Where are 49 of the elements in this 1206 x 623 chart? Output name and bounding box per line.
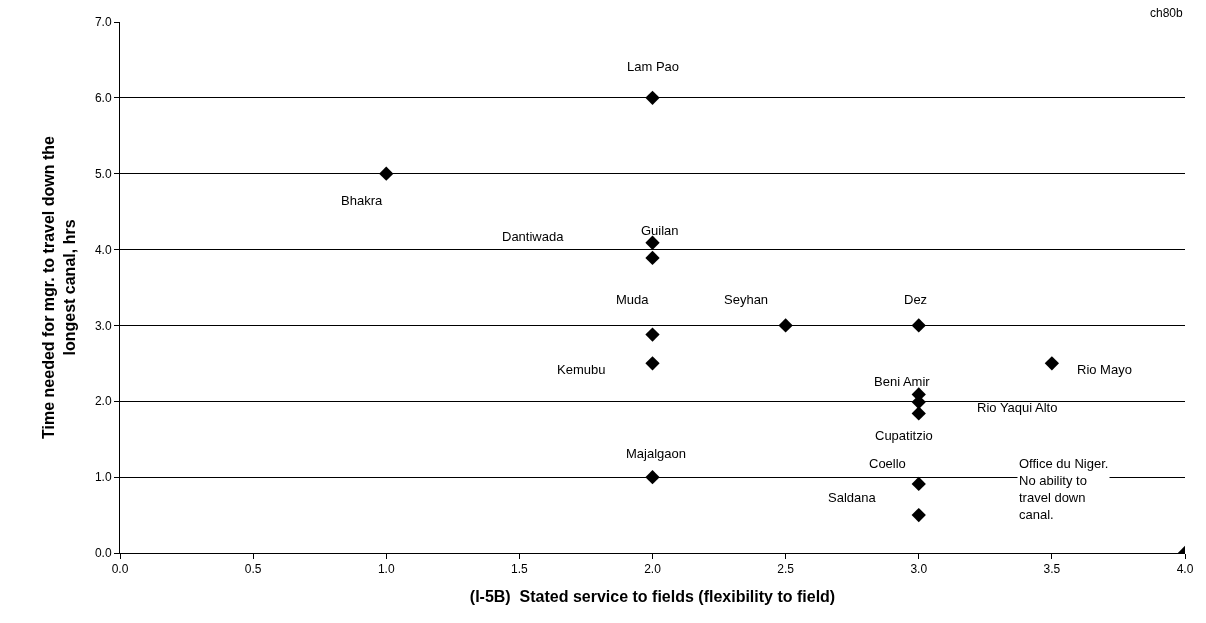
y-tick-label: 5.0 — [94, 166, 112, 181]
x-tick-label: 0.0 — [111, 562, 129, 577]
annotation: Rio Mayo — [1077, 362, 1132, 377]
point — [645, 469, 660, 485]
annotation: Guilan — [641, 223, 679, 238]
y-tick-label: 6.0 — [94, 91, 112, 106]
point — [645, 235, 660, 250]
annotation: Muda — [616, 292, 650, 307]
x-tick-label: 2.5 — [777, 562, 795, 577]
point — [1044, 356, 1060, 371]
x-tick-label: 2.0 — [644, 562, 662, 577]
point — [911, 476, 926, 492]
annotation: Dez — [904, 292, 928, 307]
point — [379, 166, 394, 181]
text: ch80b — [1150, 6, 1184, 20]
point — [911, 507, 926, 523]
point — [911, 406, 926, 421]
x-tick-label: 3.0 — [910, 562, 928, 577]
annotation: Kemubu — [557, 362, 606, 377]
y-tick-label: 0.0 — [94, 546, 112, 561]
point — [645, 250, 660, 266]
annotation: Cupatitzio — [875, 428, 933, 443]
annotation: Office du Niger. No ability to travel down canal. — [1019, 456, 1109, 522]
x-tick-label: 1.0 — [377, 562, 395, 577]
x-tick-label: 3.5 — [1043, 562, 1061, 577]
point — [778, 318, 793, 333]
annotation: Majalgaon — [626, 446, 686, 461]
point — [911, 318, 926, 333]
annotation: Dantiwada — [502, 229, 565, 244]
annotation: Rio Yaqui Alto — [977, 400, 1058, 415]
x-tick-label: 1.5 — [511, 562, 529, 577]
x-tick-label: 4.0 — [1176, 562, 1194, 577]
x-axis-title: (I-5B) Stated service to fields (flexibility to field) — [469, 588, 836, 606]
annotation: Beni Amir — [874, 374, 931, 389]
y-tick-label: 7.0 — [94, 15, 112, 30]
annotation: Seyhan — [724, 292, 769, 307]
annotation: Coello — [869, 456, 906, 471]
point — [645, 327, 660, 342]
annotation: Bhakra — [341, 193, 383, 208]
y-tick-label: 4.0 — [94, 242, 112, 257]
point — [645, 356, 660, 371]
x-tick-label: 0.5 — [244, 562, 262, 577]
annotation: Saldana — [828, 490, 877, 505]
y-tick-label: 2.0 — [94, 394, 112, 409]
y-tick-label: 3.0 — [94, 318, 112, 333]
y-axis-title: Time needed for mgr. to travel down the longest canal, hrs — [40, 135, 78, 439]
point — [645, 90, 660, 106]
y-tick-label: 1.0 — [94, 470, 112, 485]
annotation: Lam Pao — [627, 59, 680, 74]
